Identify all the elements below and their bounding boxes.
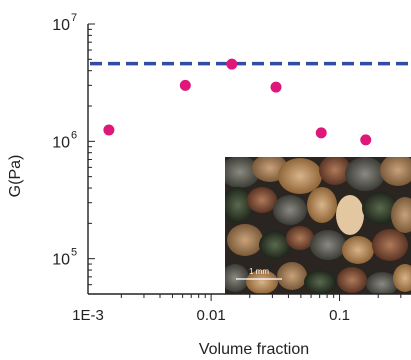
inset-photo xyxy=(225,157,411,294)
data-point xyxy=(179,79,191,91)
data-point xyxy=(315,127,327,139)
x-tick-label: 0.01 xyxy=(197,307,226,324)
x-axis-title: Volume fraction xyxy=(199,341,309,358)
x-tick-label: 0.1 xyxy=(329,307,350,324)
data-point xyxy=(270,81,282,93)
data-point xyxy=(226,58,238,70)
y-tick-exponent: 7 xyxy=(71,12,77,24)
data-point xyxy=(103,124,115,136)
y-tick-exponent: 6 xyxy=(71,129,77,141)
x-tick-label: 1E-3 xyxy=(72,307,104,324)
y-tick-label: 10 xyxy=(52,134,70,151)
y-tick-label: 10 xyxy=(52,252,70,269)
scale-bar-label: 1 mm xyxy=(249,267,269,276)
data-point xyxy=(360,134,372,146)
y-tick-label: 10 xyxy=(52,17,70,34)
y-axis-title: G(Pa) xyxy=(7,155,24,198)
y-tick-exponent: 5 xyxy=(71,247,77,259)
